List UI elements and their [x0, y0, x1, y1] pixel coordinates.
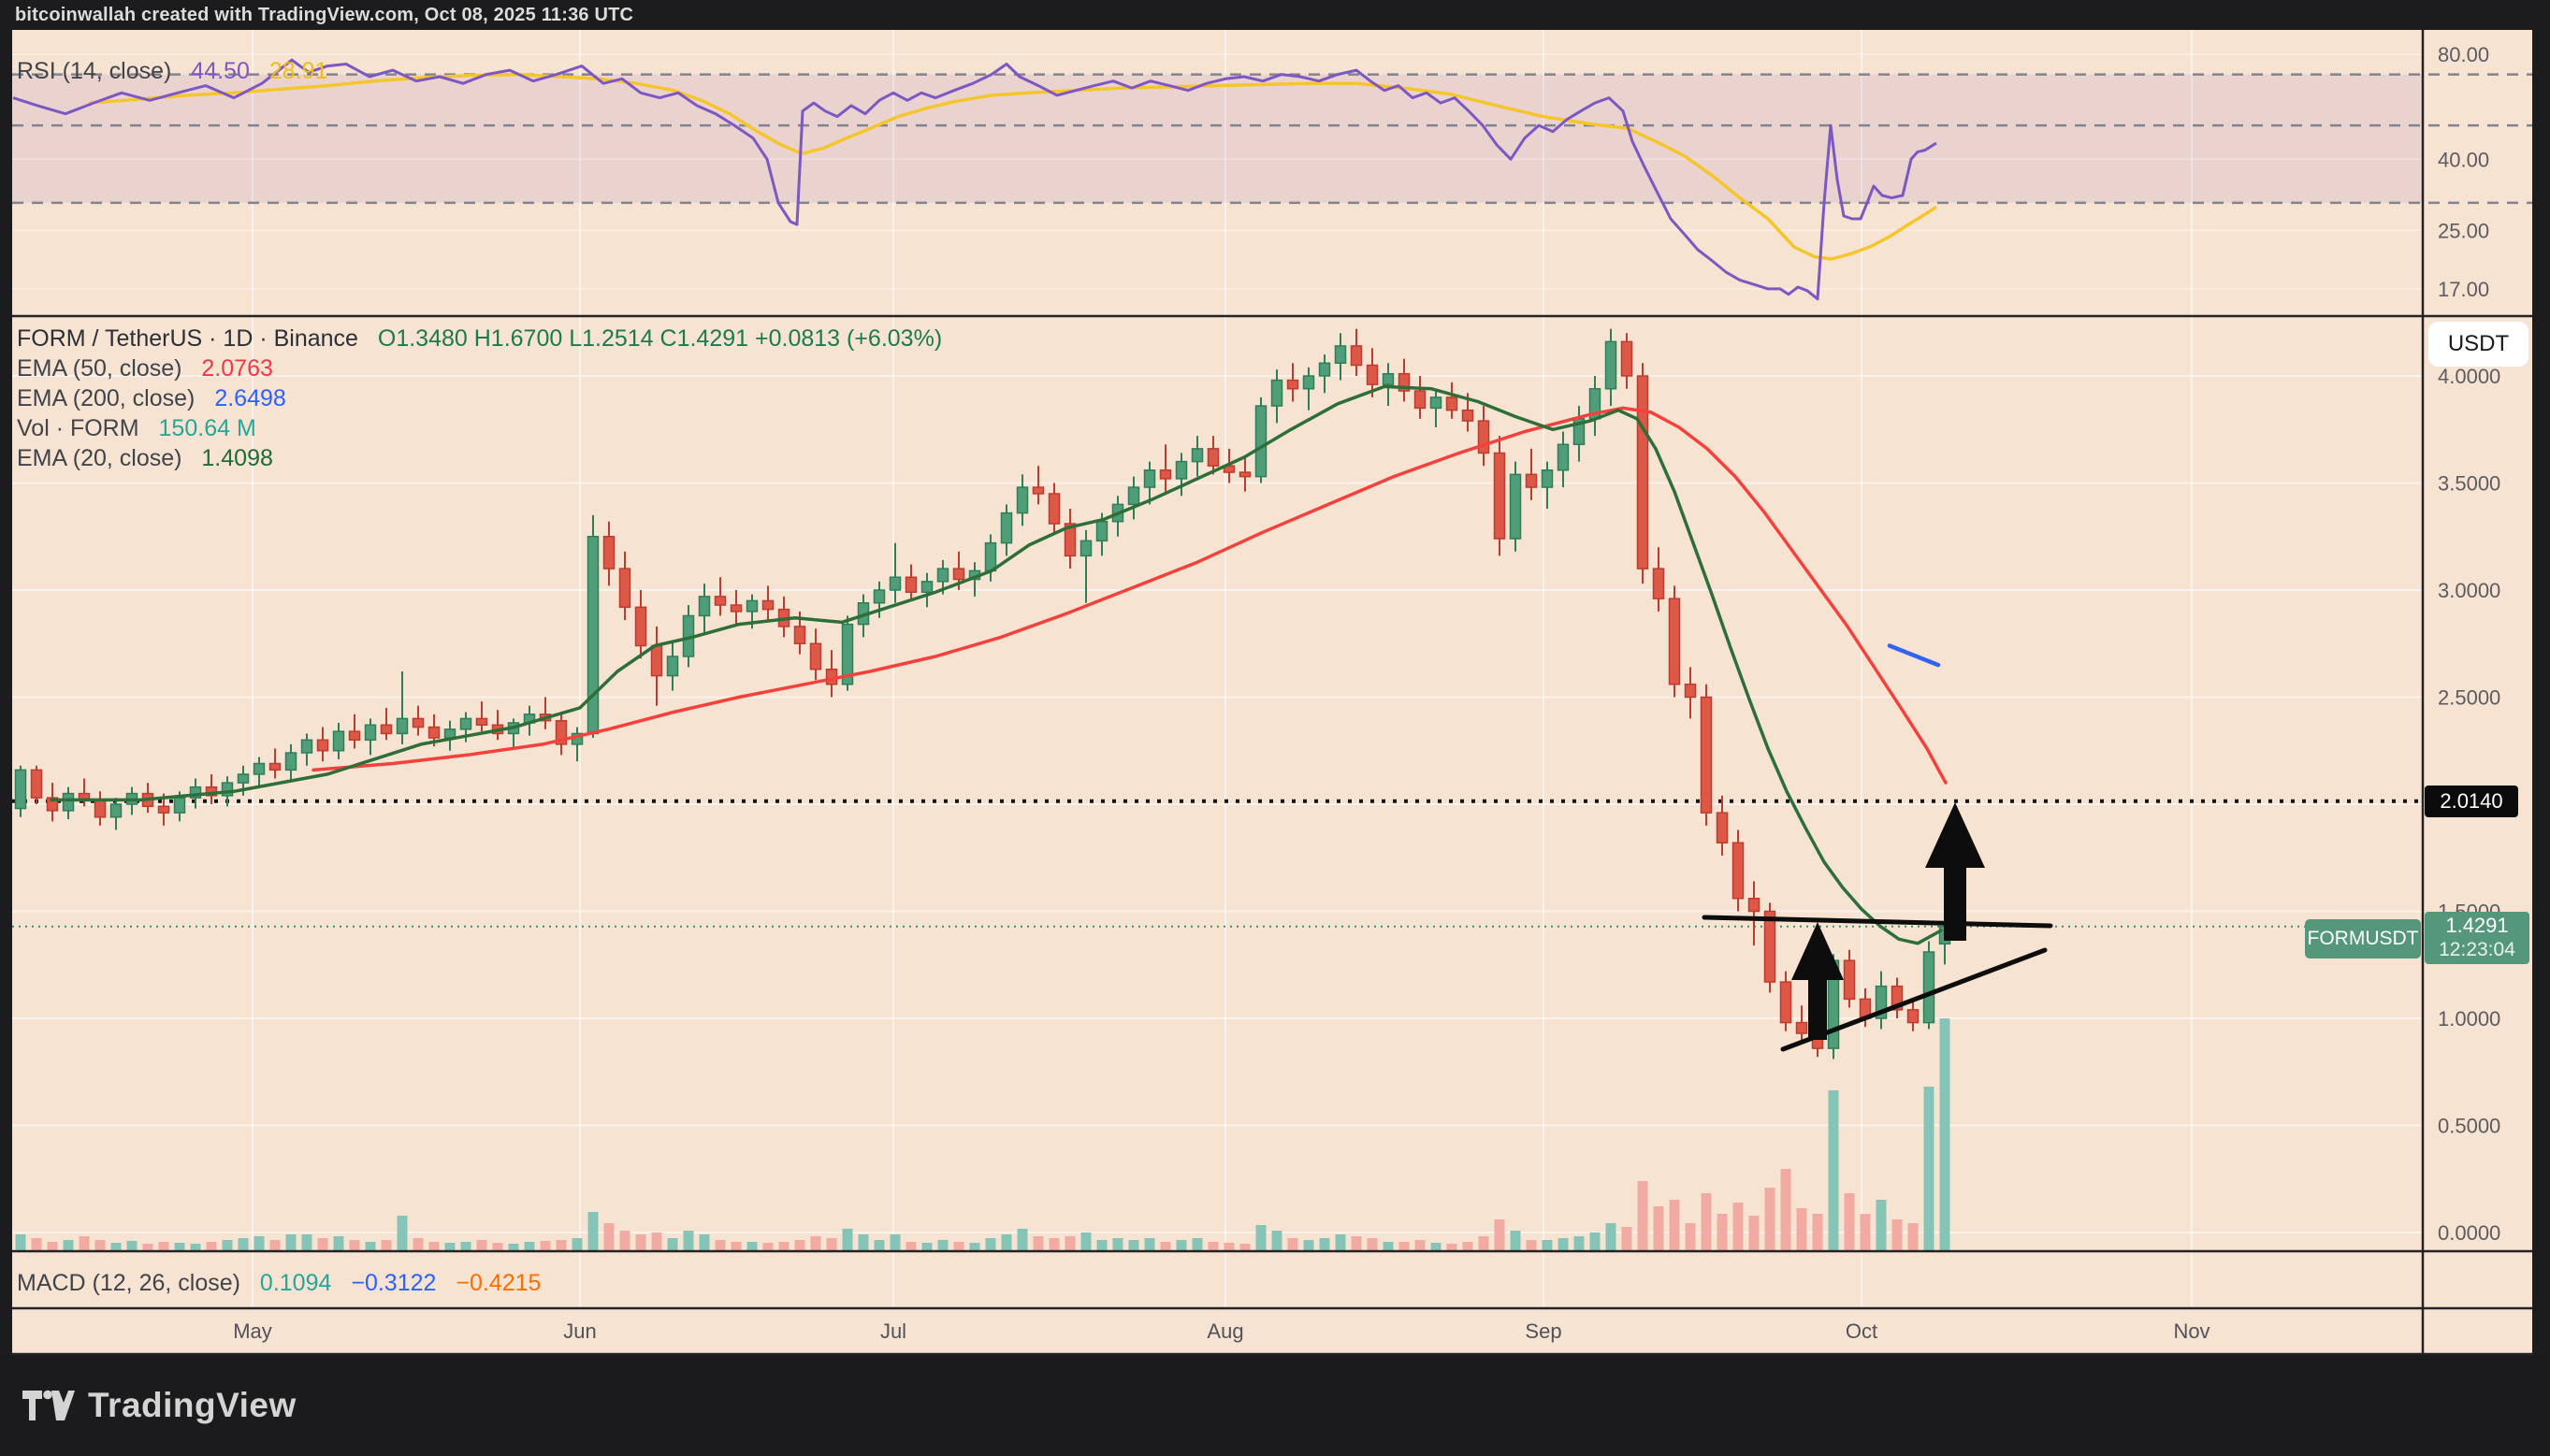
- ema20-label: EMA (20, close): [17, 445, 182, 471]
- month-tick[interactable]: Jul: [880, 1319, 906, 1343]
- price-tick[interactable]: 0.0000: [2438, 1221, 2500, 1245]
- macd-value: 0.1094: [259, 1270, 332, 1296]
- macd-signal-value: −0.3122: [351, 1270, 437, 1296]
- up-arrow-2[interactable]: [1925, 802, 1985, 941]
- rsi-tick[interactable]: 80.00: [2438, 43, 2489, 66]
- ema50-value: 2.0763: [201, 355, 273, 382]
- last-price-badge: 1.4291 12:23:04: [2425, 912, 2529, 964]
- rsi-tick[interactable]: 40.00: [2438, 148, 2489, 171]
- level-price-text: 2.0140: [2440, 789, 2503, 813]
- bar-countdown-text: 12:23:04: [2439, 939, 2515, 960]
- rsi-line: [12, 58, 1937, 301]
- ema200-line: [1887, 643, 1941, 668]
- last-price-text: 1.4291: [2445, 914, 2509, 937]
- ema50-line: [312, 406, 1948, 785]
- price-tick[interactable]: 1.0000: [2438, 1007, 2500, 1031]
- ema50-row: EMA (50, close) 2.0763: [17, 353, 942, 383]
- symbol-badge-text: FORMUSDT: [2307, 928, 2419, 949]
- pane-dividers: [12, 30, 2532, 1356]
- volume-label: Vol · FORM: [17, 415, 139, 441]
- ema200-row: EMA (200, close) 2.6498: [17, 383, 942, 413]
- trendline-1[interactable]: [1702, 915, 2053, 929]
- user-drawings[interactable]: [1702, 802, 2053, 1052]
- price-tick[interactable]: 3.5000: [2438, 472, 2500, 496]
- price-tick[interactable]: 2.5000: [2438, 686, 2500, 710]
- symbol-title: FORM / TetherUS · 1D · Binance: [17, 325, 358, 352]
- macd-hist-value: −0.4215: [456, 1270, 542, 1296]
- month-tick[interactable]: Jun: [563, 1319, 596, 1343]
- attribution-text: bitcoinwallah created with TradingView.c…: [15, 4, 634, 25]
- tradingview-logo-icon: [22, 1390, 75, 1420]
- volume-row: Vol · FORM 150.64 M: [17, 413, 942, 443]
- month-tick[interactable]: Oct: [1846, 1319, 1877, 1343]
- month-tick[interactable]: Sep: [1525, 1319, 1561, 1343]
- up-arrow-1[interactable]: [1791, 922, 1844, 1040]
- symbol-row: FORM / TetherUS · 1D · Binance O1.3480 H…: [17, 324, 942, 353]
- rsi-band: [12, 73, 2532, 205]
- rsi-tick[interactable]: 25.00: [2438, 219, 2489, 242]
- currency-toggle-label: USDT: [2447, 331, 2510, 356]
- ohlc-values: O1.3480 H1.6700 L1.2514 C1.4291 +0.0813 …: [377, 325, 943, 352]
- rsi-tick[interactable]: 17.00: [2438, 278, 2489, 301]
- footer: TradingView: [0, 1355, 2550, 1456]
- candles: [14, 328, 1951, 1060]
- axis-labels: 4.00003.50003.00002.50001.50001.00000.50…: [233, 43, 2500, 1343]
- volume-bars: [15, 1018, 1950, 1251]
- tradingview-logo[interactable]: TradingView: [22, 1386, 297, 1425]
- ema20-line: [50, 384, 1943, 945]
- last-price-symbol-badge: FORMUSDT: [2305, 919, 2421, 959]
- gridlines: [12, 30, 2423, 1308]
- month-tick[interactable]: Aug: [1207, 1319, 1243, 1343]
- ema20-row: EMA (20, close) 1.4098: [17, 443, 942, 473]
- tradingview-wordmark: TradingView: [88, 1386, 297, 1424]
- horizontal-level-price-badge: 2.0140: [2425, 786, 2518, 817]
- macd-label: MACD (12, 26, close): [17, 1270, 240, 1296]
- month-tick[interactable]: May: [233, 1319, 272, 1343]
- price-tick[interactable]: 3.0000: [2438, 579, 2500, 602]
- ema20-value: 1.4098: [201, 445, 273, 471]
- chart-background: [12, 30, 2532, 1354]
- rsi-legend: RSI (14, close) 44.50 28.91: [17, 56, 327, 86]
- rsi-value: 44.50: [191, 58, 250, 84]
- ema200-label: EMA (200, close): [17, 385, 196, 411]
- rsi-ma-value: 28.91: [268, 58, 328, 84]
- volume-value: 150.64 M: [158, 415, 256, 441]
- main-legend: FORM / TetherUS · 1D · Binance O1.3480 H…: [17, 324, 942, 473]
- attribution-header: bitcoinwallah created with TradingView.c…: [0, 0, 2550, 30]
- ema200-value: 2.6498: [214, 385, 286, 411]
- month-tick[interactable]: Nov: [2173, 1319, 2210, 1343]
- rsi-label: RSI (14, close): [17, 58, 172, 84]
- currency-toggle-button[interactable]: USDT: [2428, 322, 2528, 367]
- price-tick[interactable]: 4.0000: [2438, 365, 2500, 388]
- ema50-label: EMA (50, close): [17, 355, 182, 382]
- price-tick[interactable]: 0.5000: [2438, 1115, 2500, 1138]
- macd-legend: MACD (12, 26, close) 0.1094 −0.3122 −0.4…: [17, 1268, 541, 1298]
